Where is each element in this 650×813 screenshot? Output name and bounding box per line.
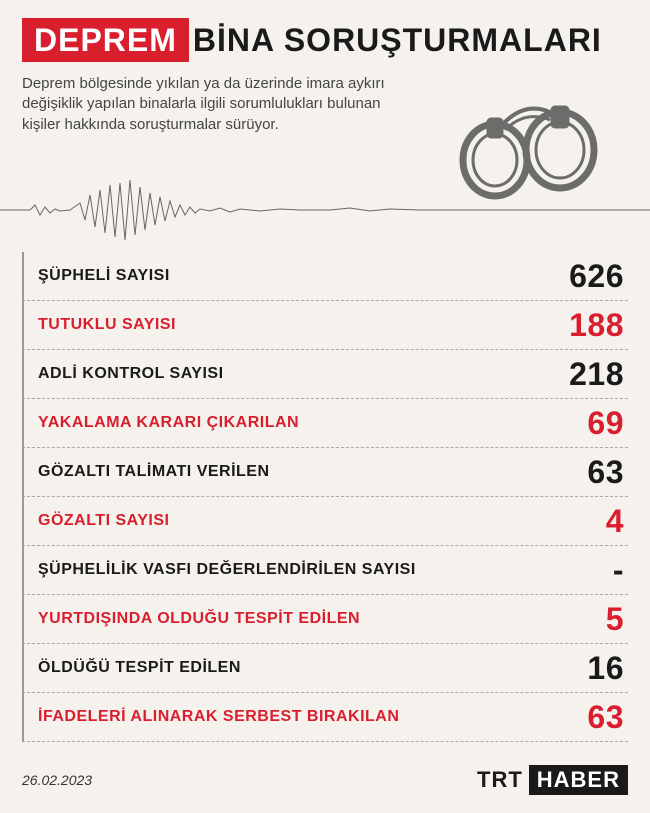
data-row: İFADELERİ ALINARAK SERBEST BIRAKILAN 63 [22,693,628,742]
date: 26.02.2023 [22,772,92,788]
footer: 26.02.2023 TRT HABER [22,765,628,795]
row-label: ŞÜPHELİLİK VASFI DEĞERLENDİRİLEN SAYISI [38,561,416,579]
data-row: YAKALAMA KARARI ÇIKARILAN 69 [22,399,628,448]
row-value: 188 [569,307,624,344]
data-row: GÖZALTI SAYISI 4 [22,497,628,546]
title-row: DEPREM BİNA SORUŞTURMALARI [22,18,628,62]
row-value: 63 [587,454,624,491]
row-value: 5 [606,601,624,638]
logo-trt: TRT [475,765,529,795]
row-label: GÖZALTI TALİMATI VERİLEN [38,463,270,481]
data-row: GÖZALTI TALİMATI VERİLEN 63 [22,448,628,497]
data-row: YURTDIŞINDA OLDUĞU TESPİT EDİLEN 5 [22,595,628,644]
row-value: 626 [569,258,624,295]
data-row: ADLİ KONTROL SAYISI 218 [22,350,628,399]
row-value: - [613,552,624,589]
row-value: 69 [587,405,624,442]
data-rows: ŞÜPHELİ SAYISI 626 TUTUKLU SAYISI 188 ADLİ K… [22,252,628,742]
row-label: YAKALAMA KARARI ÇIKARILAN [38,414,299,432]
row-value: 63 [587,699,624,736]
data-row: ÖLDÜĞÜ TESPİT EDİLEN 16 [22,644,628,693]
seismic-wave-icon [0,175,650,245]
logo: TRT HABER [475,765,628,795]
row-label: İFADELERİ ALINARAK SERBEST BIRAKILAN [38,708,399,726]
row-value: 16 [587,650,624,687]
title-badge: DEPREM [22,18,189,62]
row-label: GÖZALTI SAYISI [38,512,169,530]
title-rest: BİNA SORUŞTURMALARI [189,24,602,56]
row-label: ÖLDÜĞÜ TESPİT EDİLEN [38,659,241,677]
logo-haber: HABER [529,765,628,795]
row-label: YURTDIŞINDA OLDUĞU TESPİT EDİLEN [38,610,360,628]
row-value: 4 [606,503,624,540]
subtitle: Deprem bölgesinde yıkılan ya da üzerinde… [22,74,422,135]
row-label: ŞÜPHELİ SAYISI [38,267,170,285]
row-value: 218 [569,356,624,393]
data-row: ŞÜPHELİ SAYISI 626 [22,252,628,301]
row-label: ADLİ KONTROL SAYISI [38,365,224,383]
row-label: TUTUKLU SAYISI [38,316,176,334]
data-row: TUTUKLU SAYISI 188 [22,301,628,350]
data-row: ŞÜPHELİLİK VASFI DEĞERLENDİRİLEN SAYISI - [22,546,628,595]
